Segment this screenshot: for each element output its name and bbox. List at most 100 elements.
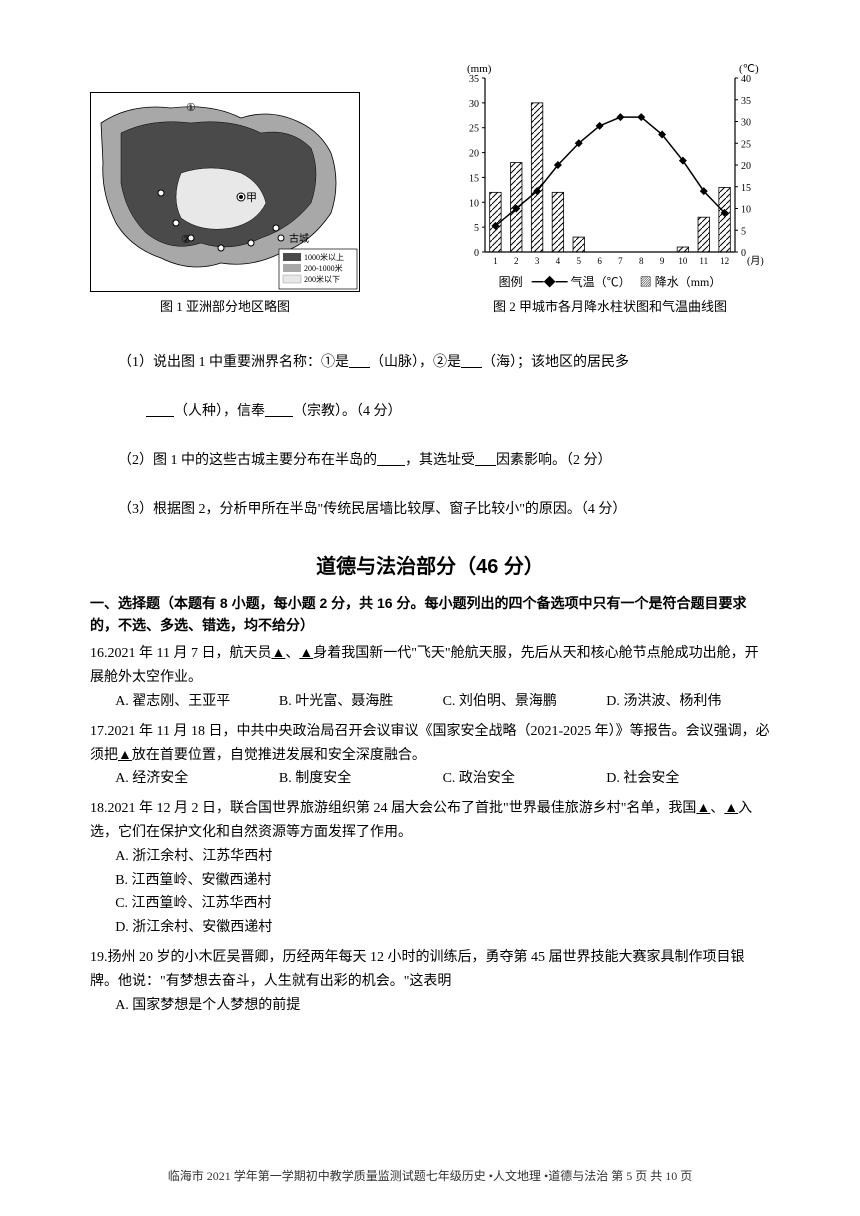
- legend-2: 200-1000米: [304, 263, 343, 273]
- chart-legend-row: 图例 ━◆━ 气温（℃） ▨ 降水（mm）: [499, 272, 722, 292]
- marker-one: ①: [186, 102, 196, 114]
- opt-d: D. 汤洪波、杨利伟: [606, 690, 770, 714]
- svg-text:40: 40: [741, 74, 751, 85]
- gucheng-label: 古城: [289, 232, 309, 245]
- mcq-18-stem-a: 2021 年 12 月 2 日，联合国世界旅游组织第 24 届大会公布了首批"世…: [108, 801, 697, 816]
- blank-triangle: ▲: [299, 642, 313, 666]
- svg-text:4: 4: [556, 256, 561, 266]
- svg-text:10: 10: [741, 205, 751, 216]
- mcq-19-stem: 扬州 20 岁的小木匠吴晋卿，历经两年每天 12 小时的训练后，勇夺第 45 届…: [90, 950, 745, 989]
- mcq-16-num: 16.: [90, 642, 108, 666]
- geo-q2: （2）图 1 中的这些古城主要分布在半岛的 ，其选址受 因素影响。（2 分）: [90, 446, 770, 477]
- q1-text-e: （宗教）。（4 分）: [293, 404, 402, 419]
- section-2-instruction: 一、选择题（本题有 8 小题，每小题 2 分，共 16 分。每小题列出的四个备选…: [90, 592, 770, 637]
- svg-text:1: 1: [493, 256, 498, 266]
- figure-2-caption: 图 2 甲城市各月降水柱状图和气温曲线图: [493, 296, 727, 318]
- opt-b: B. 叶光富、聂海胜: [279, 690, 443, 714]
- q2-text-b: ，其选址受: [405, 453, 475, 468]
- opt-a: A. 浙江余村、江苏华西村: [115, 845, 770, 869]
- opt-b: B. 制度安全: [279, 767, 443, 791]
- blank: [475, 453, 496, 468]
- svg-text:25: 25: [741, 139, 751, 150]
- blank-triangle: ▲: [118, 744, 132, 768]
- svg-text:3: 3: [535, 256, 540, 266]
- q1-text-c: （海）；该地区的居民多: [482, 355, 629, 370]
- mcq-16-stem-a: 2021 年 11 月 7 日，航天员: [108, 646, 272, 661]
- map-figure: ① 甲 ② 古城 1000米以上 200-1000: [90, 92, 360, 292]
- geo-questions: （1）说出图 1 中重要洲界名称：①是 （山脉），②是 （海）；该地区的居民多 …: [90, 348, 770, 525]
- geo-q1: （1）说出图 1 中重要洲界名称：①是 （山脉），②是 （海）；该地区的居民多: [90, 348, 770, 379]
- svg-text:30: 30: [741, 118, 751, 129]
- svg-text:15: 15: [469, 173, 479, 184]
- mcq-18-options: A. 浙江余村、江苏华西村 B. 江西篁岭、安徽西递村 C. 江西篁岭、江苏华西…: [90, 845, 770, 940]
- blank-triangle: ▲: [271, 642, 285, 666]
- mcq-19-options: A. 国家梦想是个人梦想的前提: [90, 994, 770, 1018]
- marker-jia: 甲: [246, 192, 257, 204]
- mcq-19-num: 19.: [90, 946, 108, 970]
- svg-text:7: 7: [618, 256, 623, 266]
- q1-text-d: （人种），信奉: [174, 404, 265, 419]
- figure-1-block: ① 甲 ② 古城 1000米以上 200-1000: [90, 92, 360, 318]
- mcq-19: 19. 扬州 20 岁的小木匠吴晋卿，历经两年每天 12 小时的训练后，勇夺第 …: [90, 946, 770, 1017]
- svg-text:35: 35: [741, 96, 751, 107]
- opt-a: A. 翟志刚、王亚平: [115, 690, 279, 714]
- opt-c: C. 政治安全: [443, 767, 607, 791]
- section-2-title: 道德与法治部分（46 分）: [90, 550, 770, 584]
- figures-row: ① 甲 ② 古城 1000米以上 200-1000: [90, 60, 770, 318]
- q2-text-a: （2）图 1 中的这些古城主要分布在半岛的: [118, 453, 377, 468]
- legend-temp: 气温（℃）: [571, 275, 631, 289]
- page-footer: 临海市 2021 学年第一学期初中教学质量监测试题七年级历史 •人文地理 •道德…: [0, 1166, 860, 1186]
- svg-text:12: 12: [720, 256, 729, 266]
- mcq-17-options: A. 经济安全 B. 制度安全 C. 政治安全 D. 社会安全: [90, 767, 770, 791]
- legend-3: 200米以下: [304, 274, 340, 284]
- svg-text:6: 6: [597, 256, 602, 266]
- figure-2-block: (mm)(℃)051015202530350510152025303540123…: [450, 60, 770, 318]
- mcq-16-stem-b: 、: [285, 646, 299, 661]
- opt-c: C. 江西篁岭、江苏华西村: [115, 892, 770, 916]
- svg-text:(月): (月): [747, 255, 764, 267]
- svg-text:20: 20: [741, 161, 751, 172]
- svg-text:0: 0: [741, 248, 746, 259]
- blank-triangle: ▲: [724, 797, 738, 821]
- opt-d: D. 浙江余村、安徽西递村: [115, 916, 770, 940]
- blank-triangle: ▲: [696, 797, 710, 821]
- mcq-17: 17. 2021 年 11 月 18 日，中共中央政治局召开会议审议《国家安全战…: [90, 720, 770, 791]
- mcq-18: 18. 2021 年 12 月 2 日，联合国世界旅游组织第 24 届大会公布了…: [90, 797, 770, 940]
- figure-1-caption: 图 1 亚洲部分地区略图: [160, 296, 290, 318]
- svg-text:5: 5: [577, 256, 582, 266]
- legend-1: 1000米以上: [304, 252, 344, 262]
- q1-text-b: （山脉），②是: [370, 355, 461, 370]
- svg-text:15: 15: [741, 183, 751, 194]
- mcq-18-stem-b: 、: [710, 801, 724, 816]
- opt-a: A. 国家梦想是个人梦想的前提: [115, 994, 770, 1018]
- mcq-16-options: A. 翟志刚、王亚平 B. 叶光富、聂海胜 C. 刘伯明、景海鹏 D. 汤洪波、…: [90, 690, 770, 714]
- svg-text:10: 10: [678, 256, 688, 266]
- geo-q3: （3）根据图 2，分析甲所在半岛"传统民居墙比较厚、窗子比较小"的原因。（4 分…: [90, 495, 770, 526]
- legend-label: 图例: [499, 275, 523, 289]
- svg-text:2: 2: [514, 256, 519, 266]
- opt-d: D. 社会安全: [606, 767, 770, 791]
- opt-a: A. 经济安全: [115, 767, 279, 791]
- mcq-16: 16. 2021 年 11 月 7 日，航天员 ▲ 、 ▲ 身着我国新一代"飞天…: [90, 642, 770, 713]
- svg-text:10: 10: [469, 198, 479, 209]
- mcq-18-num: 18.: [90, 797, 108, 821]
- svg-text:8: 8: [639, 256, 644, 266]
- q2-text-c: 因素影响。（2 分）: [496, 453, 612, 468]
- legend-precip: 降水（mm）: [655, 275, 722, 289]
- q1-text-a: （1）说出图 1 中重要洲界名称：①是: [118, 355, 349, 370]
- svg-text:0: 0: [474, 248, 479, 259]
- chart-svg: (mm)(℃)051015202530350510152025303540123…: [450, 60, 770, 270]
- svg-text:5: 5: [474, 223, 479, 234]
- svg-text:20: 20: [469, 149, 479, 160]
- blank: [349, 355, 370, 370]
- climate-chart: (mm)(℃)051015202530350510152025303540123…: [450, 60, 770, 270]
- blank: [265, 404, 293, 419]
- map-svg: ① 甲 ② 古城 1000米以上 200-1000: [91, 93, 361, 293]
- svg-text:11: 11: [699, 256, 708, 266]
- opt-c: C. 刘伯明、景海鹏: [443, 690, 607, 714]
- svg-text:25: 25: [469, 124, 479, 135]
- blank: [377, 453, 405, 468]
- opt-b: B. 江西篁岭、安徽西递村: [115, 869, 770, 893]
- svg-text:30: 30: [469, 99, 479, 110]
- svg-text:9: 9: [660, 256, 665, 266]
